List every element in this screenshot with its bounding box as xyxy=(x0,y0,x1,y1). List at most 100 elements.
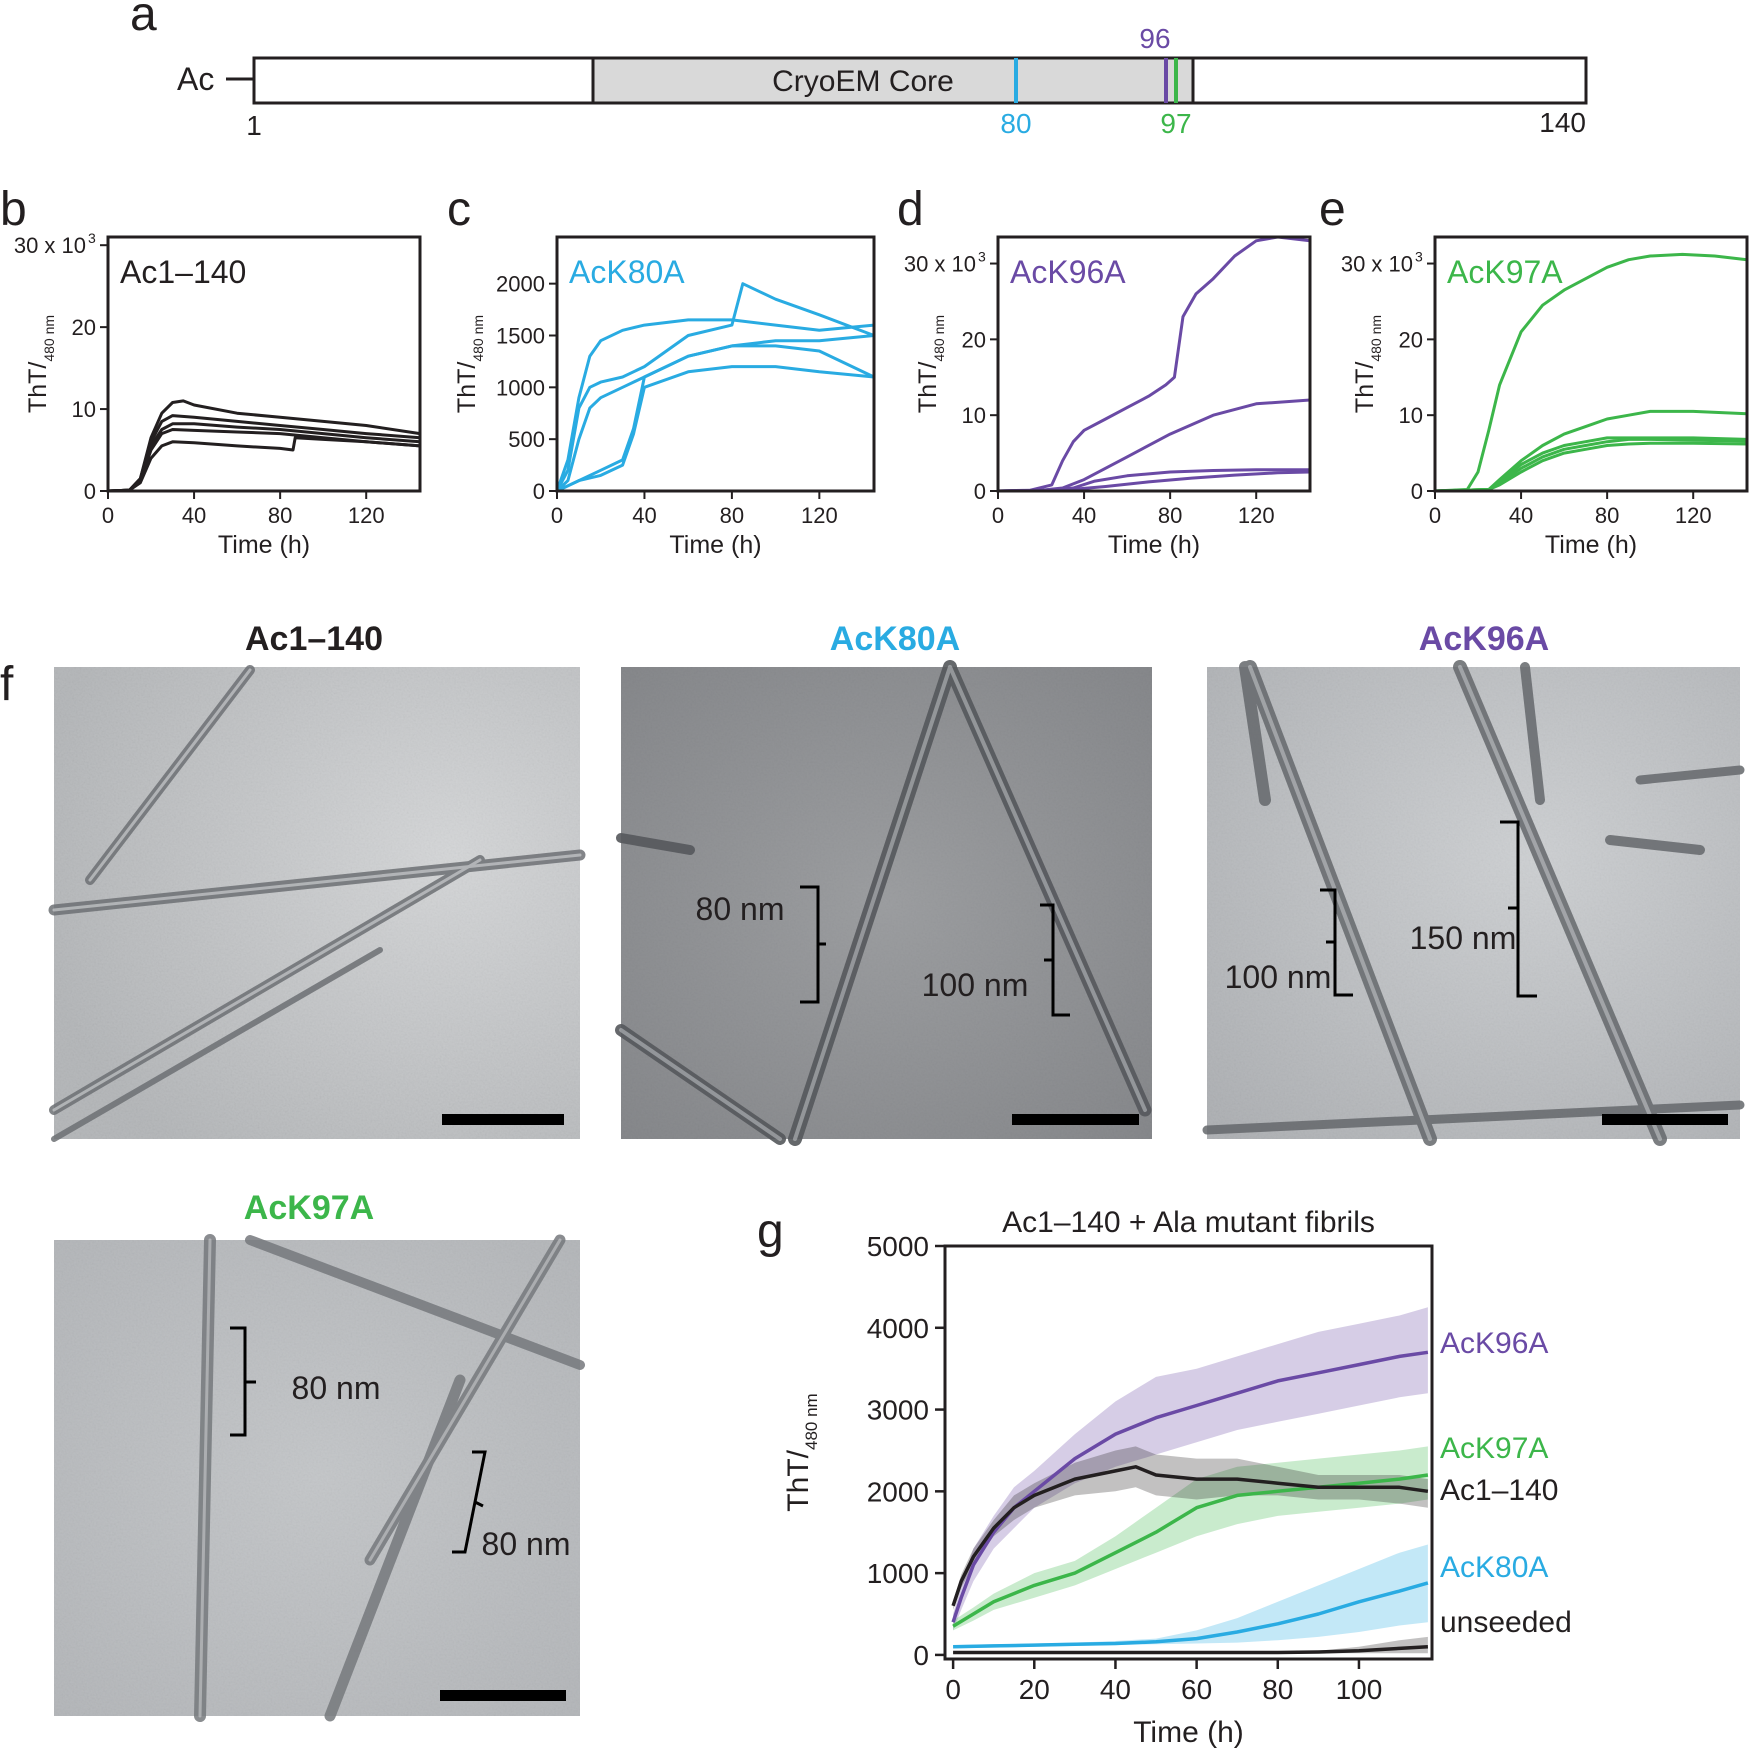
error-band-3 xyxy=(953,1544,1428,1649)
x-axis-label-c: Time (h) xyxy=(669,531,761,559)
ytick-label-d: 0 xyxy=(974,479,986,504)
series-line-c-1 xyxy=(555,318,875,492)
x-axis-label-e: Time (h) xyxy=(1545,531,1637,559)
series-line-g-2 xyxy=(951,1465,1429,1607)
ytick-top-exponent-b: 3 xyxy=(88,230,96,246)
panel-letter-f: f xyxy=(0,658,14,711)
ytick-label-e: 20 xyxy=(1399,327,1423,352)
y-axis-label-sub: 480 nm xyxy=(41,315,57,362)
plot-frame-d xyxy=(996,235,1312,493)
ytick-label-b: 0 xyxy=(84,479,96,504)
em-title-ac: Ac1–140 xyxy=(245,620,383,658)
inset-title-d: AcK96A xyxy=(1010,254,1126,290)
panel-g: g Ac1–140 + Ala mutant fibrils 0 20 40 60 80 1… xyxy=(757,1205,1572,1749)
y-axis-label-main: ThT/ xyxy=(453,362,481,413)
inset-title-c: AcK80A xyxy=(569,254,685,290)
series-label-g-2: Ac1–140 xyxy=(1440,1474,1558,1507)
em-image-k97: 80 nm 80 nm xyxy=(54,1234,585,1722)
ytick-label-e: 10 xyxy=(1399,403,1423,428)
series-label-g-1: AcK97A xyxy=(1440,1432,1548,1465)
panel-b: b Ac1–140 0 40 80 120 Time (h) 0 10 20 30 x 10 3 ThT… xyxy=(0,183,422,559)
bracket-k96-2 xyxy=(1500,820,1537,998)
ytick-label-c: 0 xyxy=(533,479,545,504)
bracket-k97-1 xyxy=(230,1326,256,1437)
em-image-k96: 100 nm 150 nm xyxy=(1202,660,1745,1146)
xtick-label-b: 40 xyxy=(182,503,206,528)
ytick-label-g: 0 xyxy=(913,1640,929,1671)
plot-frame-g xyxy=(943,1244,1434,1661)
error-band-1 xyxy=(953,1446,1428,1631)
ytick-top-label-b: 30 x 10 xyxy=(14,233,86,258)
series-line-d-0 xyxy=(997,235,1311,493)
xtick-label-g: 60 xyxy=(1181,1674,1212,1705)
series-label-g-0: AcK96A xyxy=(1440,1327,1548,1360)
series-line-g-1 xyxy=(952,1473,1429,1628)
residue-end: 140 xyxy=(1539,107,1586,138)
em-title-k96: AcK96A xyxy=(1419,620,1549,658)
xtick-label-d: 40 xyxy=(1072,503,1096,528)
em-image-k80: 80 nm 100 nm xyxy=(615,660,1152,1146)
xtick-label-c: 0 xyxy=(551,503,563,528)
em-title-k80: AcK80A xyxy=(830,620,960,658)
residue-96-label: 96 xyxy=(1139,23,1170,54)
y-axis-label-main: ThT/ xyxy=(24,362,52,413)
y-axis-label-c: ThT/480 nm xyxy=(453,315,486,413)
em-image-ac xyxy=(48,665,586,1142)
panel-letter-g: g xyxy=(757,1205,784,1258)
series-line-d-1 xyxy=(997,398,1311,493)
scale-bar-ac xyxy=(442,1114,564,1125)
y-axis-label-e: ThT/480 nm xyxy=(1351,315,1384,413)
plot-frame-b xyxy=(106,235,422,493)
plot-frame-c xyxy=(555,235,876,493)
series-line-e-4 xyxy=(1434,441,1748,493)
ytick-top-label-e: 30 x 10 xyxy=(1341,252,1413,277)
plot-frame-e xyxy=(1433,235,1749,493)
xtick-label-e: 80 xyxy=(1595,503,1619,528)
scale-bar-k80 xyxy=(1012,1114,1139,1125)
ytick-label-d: 20 xyxy=(962,327,986,352)
bracket-k80-2 xyxy=(1040,903,1070,1017)
series-line-g-3 xyxy=(953,1581,1429,1649)
ytick-label-e: 0 xyxy=(1411,479,1423,504)
panel-letter-c: c xyxy=(447,183,471,236)
ytick-label-g: 1000 xyxy=(867,1558,929,1589)
series-line-b-4 xyxy=(107,436,421,493)
x-axis-label-b: Time (h) xyxy=(218,531,310,559)
ytick-label-c: 2000 xyxy=(496,272,545,297)
panel-d: d AcK96A 0 40 80 120 Time (h) 0 10 20 30 x 10 3 ThT/… xyxy=(897,183,1312,559)
error-band-0 xyxy=(953,1307,1428,1631)
xtick-label-g: 0 xyxy=(945,1674,961,1705)
residue-97-label: 97 xyxy=(1160,108,1191,139)
xtick-label-g: 40 xyxy=(1100,1674,1131,1705)
em-title-k97: AcK97A xyxy=(244,1189,374,1227)
cryoem-core-region xyxy=(591,56,1195,105)
series-line-c-0 xyxy=(555,282,875,492)
y-axis-label-sub: 480 nm xyxy=(802,1393,821,1450)
cryoem-core-label: CryoEM Core xyxy=(772,65,954,98)
ytick-label-b: 10 xyxy=(72,397,96,422)
length-label-k97-1: 80 nm xyxy=(292,1370,381,1406)
xtick-label-b: 120 xyxy=(348,503,385,528)
series-label-g-3: AcK80A xyxy=(1440,1551,1548,1584)
panel-c: c AcK80A 0 40 80 120 Time (h) 0 500 1000 1500 2000 T… xyxy=(447,183,876,559)
length-label-k96-2: 150 nm xyxy=(1410,920,1517,956)
xtick-label-c: 40 xyxy=(632,503,656,528)
series-line-c-4 xyxy=(556,365,875,493)
y-axis-label-d: ThT/480 nm xyxy=(914,315,947,413)
length-label-k97-2: 80 nm xyxy=(482,1526,571,1562)
ytick-label-c: 1000 xyxy=(496,375,545,400)
bracket-k80-1 xyxy=(800,885,826,1004)
length-label-k96-1: 100 nm xyxy=(1225,959,1332,995)
xtick-label-c: 80 xyxy=(720,503,744,528)
y-axis-label-sub: 480 nm xyxy=(1368,315,1384,362)
inset-title-b: Ac1–140 xyxy=(120,254,246,290)
xtick-label-e: 120 xyxy=(1675,503,1712,528)
xtick-label-d: 80 xyxy=(1158,503,1182,528)
residue-80-label: 80 xyxy=(1000,108,1031,139)
bracket-k96-1 xyxy=(1320,888,1353,997)
y-axis-label-main: ThT/ xyxy=(782,1449,815,1511)
scale-bar-k97 xyxy=(440,1690,566,1701)
bracket-k97-2 xyxy=(452,1450,487,1554)
ytick-label-c: 500 xyxy=(508,427,545,452)
